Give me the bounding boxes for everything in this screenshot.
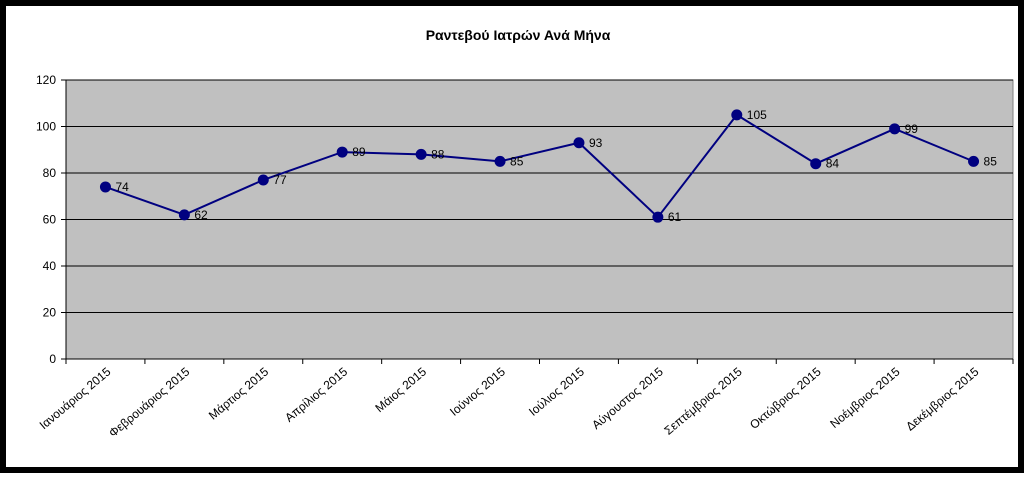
x-tick-label: Αύγουστος 2015 (589, 364, 666, 432)
x-tick-label: Νοέμβριος 2015 (827, 364, 902, 431)
series-line (105, 113, 974, 219)
data-point (336, 146, 348, 158)
data-point (257, 174, 269, 186)
x-tick-label: Σεπτέμβριος 2015 (661, 364, 745, 437)
x-tick-label: Δεκέμβριος 2015 (903, 364, 982, 433)
data-label: 85 (510, 154, 524, 168)
x-tick-label: Μάρτιος 2015 (206, 364, 272, 422)
data-label: 74 (115, 180, 129, 194)
x-tick-label: Απρίλιος 2015 (282, 364, 350, 424)
y-tick-label: 80 (43, 166, 57, 180)
data-point (652, 211, 664, 223)
y-tick-label: 60 (43, 213, 57, 227)
data-point (968, 155, 980, 167)
chart-title: Ραντεβού Ιατρών Ανά Μήνα (426, 27, 611, 43)
y-tick-label: 0 (49, 352, 56, 366)
data-label: 88 (431, 147, 445, 161)
x-tick-label: Ιανουάριος 2015 (37, 364, 114, 432)
plot-area (65, 79, 1014, 360)
x-tick-label: Μάιος 2015 (372, 364, 429, 415)
series-markers (99, 109, 980, 223)
data-label: 84 (826, 157, 840, 171)
y-tick-label: 100 (36, 120, 56, 134)
series-polyline (105, 113, 974, 219)
data-point (731, 109, 743, 121)
x-tick-label: Ιούνιος 2015 (447, 364, 508, 418)
x-tick-label: Φεβρουάριος 2015 (106, 364, 192, 440)
data-point (494, 155, 506, 167)
data-point (810, 158, 822, 170)
data-label: 99 (905, 122, 919, 136)
x-tick-label: Ιούλιος 2015 (526, 364, 587, 418)
data-label: 61 (668, 210, 682, 224)
data-point (889, 123, 901, 135)
data-label: 105 (747, 108, 767, 122)
data-label: 62 (194, 208, 208, 222)
data-label: 85 (984, 154, 998, 168)
x-tick-label: Οκτώβριος 2015 (747, 364, 824, 432)
data-label: 77 (273, 173, 287, 187)
data-point (573, 137, 585, 149)
y-tick-label: 40 (43, 259, 57, 273)
y-tick-label: 120 (36, 73, 56, 87)
data-label: 93 (589, 136, 603, 150)
data-label: 89 (352, 145, 366, 159)
y-axis: 0 20 40 60 80 100 120 (36, 73, 67, 366)
data-point (415, 148, 427, 160)
y-tick-label: 20 (43, 306, 57, 320)
data-point (178, 209, 190, 221)
data-point (99, 181, 111, 193)
line-chart: Ραντεβού Ιατρών Ανά Μήνα 0 20 40 60 80 100 120… (36, 27, 1014, 440)
data-labels: 74 62 77 89 88 85 93 61 105 84 99 85 (115, 108, 997, 224)
